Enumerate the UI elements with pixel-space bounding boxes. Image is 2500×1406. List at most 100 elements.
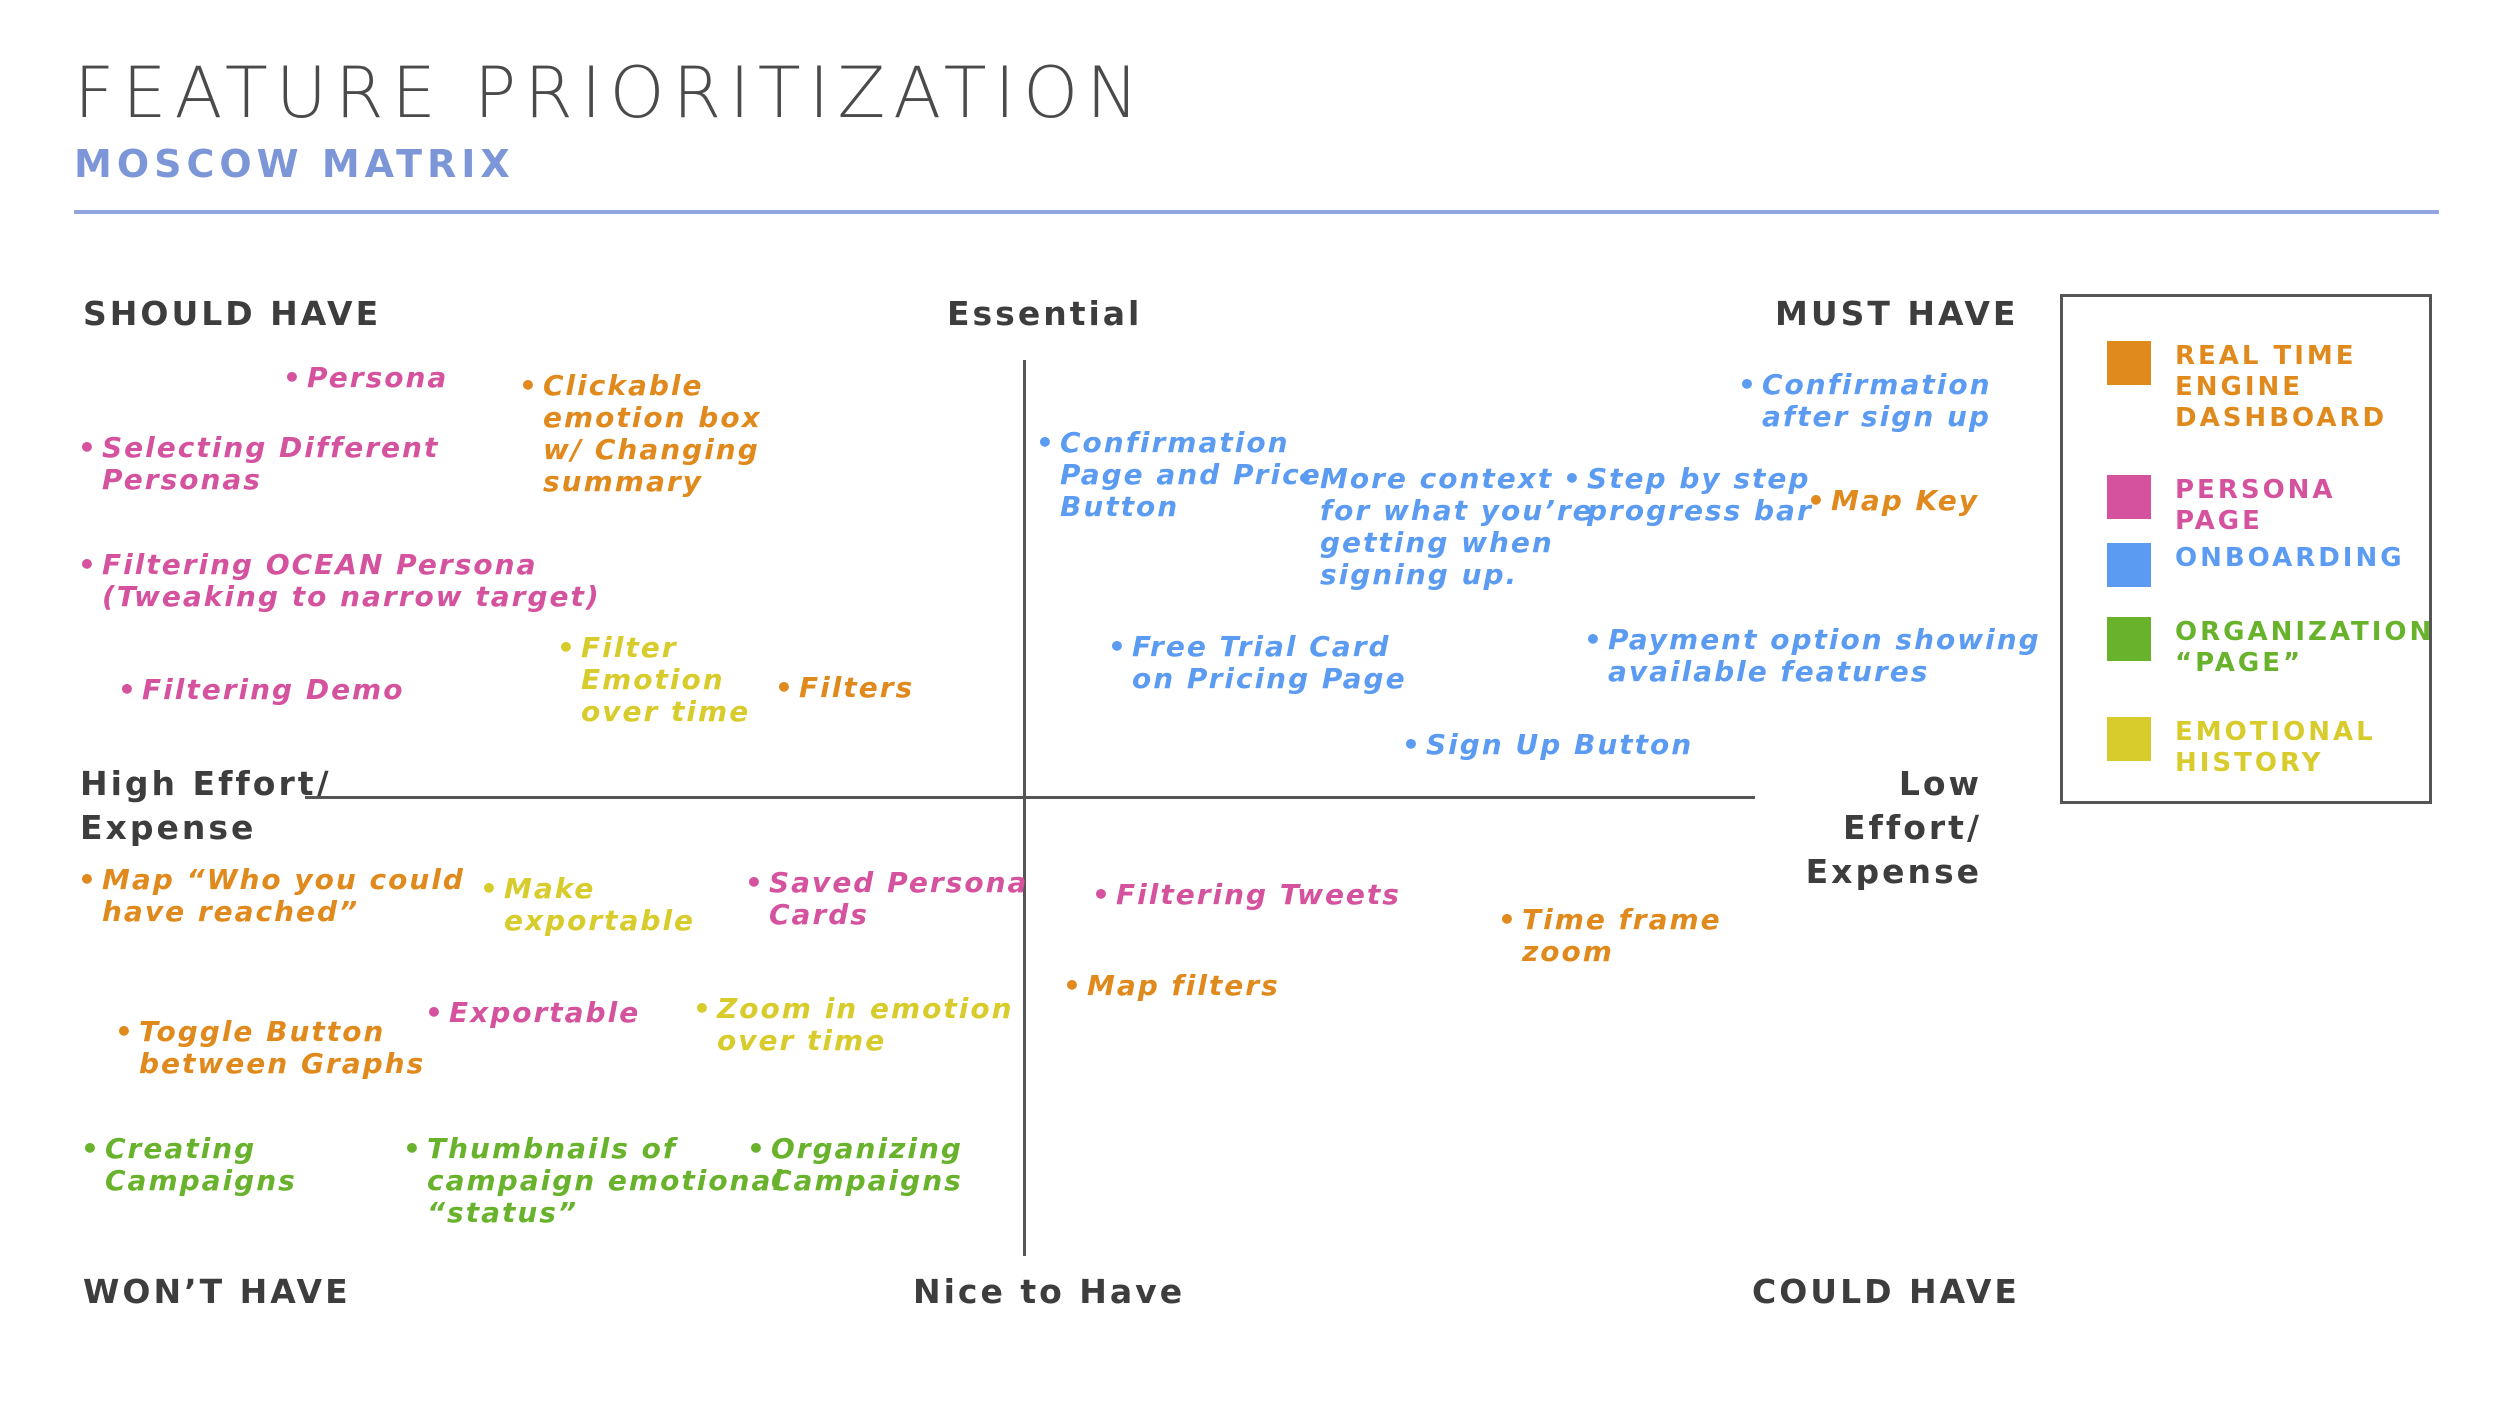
bullet-icon: • (1807, 484, 1827, 517)
feature-item-text: Persona (307, 361, 449, 394)
label-should-have: SHOULD HAVE (83, 294, 382, 333)
feature-item: • Persona (283, 362, 448, 394)
page-subtitle: MOSCOW MATRIX (74, 142, 515, 186)
bullet-icon: • (425, 996, 445, 1029)
feature-item: • Filtering Demo (118, 674, 404, 706)
label-could-have: COULD HAVE (1752, 1272, 2020, 1311)
bullet-icon: • (1092, 878, 1112, 911)
bullet-icon: • (557, 631, 577, 664)
legend-swatch (2107, 617, 2151, 661)
bullet-icon: • (693, 992, 713, 1025)
bullet-icon: • (1402, 728, 1422, 761)
feature-item-text: Make exportable (504, 872, 696, 937)
feature-item: • Step by step progress bar (1563, 463, 1813, 527)
legend-swatch (2107, 717, 2151, 761)
legend-label: ONBOARDING (2175, 543, 2405, 573)
label-high-effort: High Effort/ Expense (80, 764, 332, 847)
bullet-icon: • (78, 548, 98, 581)
feature-item-text: Organizing Campaigns (771, 1132, 963, 1197)
feature-item-text: Exportable (449, 996, 641, 1029)
feature-item: • Saved Persona Cards (745, 867, 1028, 931)
label-essential: Essential (947, 294, 1143, 333)
bullet-icon: • (1738, 368, 1758, 401)
bullet-icon: • (747, 1132, 767, 1165)
feature-item: • Filtering OCEAN Persona (Tweaking to na… (78, 549, 601, 613)
feature-item-text: Selecting Different Personas (102, 431, 440, 496)
feature-item: • Filtering Tweets (1092, 879, 1401, 911)
feature-item-text: Filter Emotion over time (581, 631, 751, 728)
feature-item-text: Zoom in emotion over time (717, 992, 1014, 1057)
bullet-icon: • (775, 671, 795, 704)
bullet-icon: • (1108, 630, 1128, 663)
legend-label: ORGANIZATION “PAGE” (2175, 617, 2435, 678)
bullet-icon: • (81, 1132, 101, 1165)
bullet-icon: • (403, 1132, 423, 1165)
feature-item: • Make exportable (480, 873, 695, 937)
feature-item-text: Map filters (1087, 969, 1280, 1002)
feature-item-text: Saved Persona Cards (769, 866, 1029, 931)
feature-item: • Thumbnails of campaign emotional “statu… (403, 1133, 784, 1229)
vertical-axis (1023, 360, 1026, 1256)
feature-item-text: Confirmation after sign up (1762, 368, 1992, 433)
legend-label: EMOTIONAL HISTORY (2175, 717, 2376, 778)
feature-item: • Filter Emotion over time (557, 632, 750, 728)
feature-item-text: Filtering Demo (142, 673, 405, 706)
horizontal-axis (305, 796, 1755, 799)
legend-label: PERSONA PAGE (2175, 475, 2336, 536)
label-wont-have: WON’T HAVE (83, 1272, 351, 1311)
bullet-icon: • (115, 1015, 135, 1048)
bullet-icon: • (1296, 462, 1316, 495)
bullet-icon: • (78, 863, 98, 896)
feature-item-text: Filtering Tweets (1116, 878, 1401, 911)
legend-swatch (2107, 341, 2151, 385)
bullet-icon: • (283, 361, 303, 394)
bullet-icon: • (78, 431, 98, 464)
feature-item-text: Payment option showing available feature… (1608, 623, 2041, 688)
feature-item: • Organizing Campaigns (747, 1133, 963, 1197)
feature-item: • More context for what you’re getting wh… (1296, 463, 1594, 591)
feature-item-text: Sign Up Button (1426, 728, 1694, 761)
page-title: FEATURE PRIORITIZATION (74, 52, 1147, 134)
feature-item: • Time frame zoom (1498, 904, 1722, 968)
bullet-icon: • (1036, 426, 1056, 459)
legend-swatch (2107, 543, 2151, 587)
feature-item-text: Time frame zoom (1522, 903, 1722, 968)
feature-item: • Exportable (425, 997, 640, 1029)
feature-item: • Map Key (1807, 485, 1979, 517)
feature-item-text: Confirmation Page and Price Button (1060, 426, 1322, 523)
bullet-icon: • (480, 872, 500, 905)
legend-swatch (2107, 475, 2151, 519)
feature-item-text: Map Key (1831, 484, 1979, 517)
feature-item-text: Free Trial Card on Pricing Page (1132, 630, 1407, 695)
feature-item: • Confirmation Page and Price Button (1036, 427, 1322, 523)
feature-item: • Map filters (1063, 970, 1280, 1002)
label-nice-to-have: Nice to Have (913, 1272, 1186, 1311)
feature-item: • Sign Up Button (1402, 729, 1693, 761)
label-must-have: MUST HAVE (1775, 294, 2019, 333)
label-low-effort: Low Effort/ Expense (1805, 764, 1982, 891)
feature-item-text: Map “Who you could have reached” (102, 863, 465, 928)
feature-item-text: Step by step progress bar (1587, 462, 1813, 527)
feature-item-text: More context for what you’re getting whe… (1320, 462, 1594, 591)
feature-item: • Creating Campaigns (81, 1133, 297, 1197)
feature-item-text: Filters (799, 671, 915, 704)
feature-item: • Map “Who you could have reached” (78, 864, 465, 928)
bullet-icon: • (118, 673, 138, 706)
feature-item: • Selecting Different Personas (78, 432, 439, 496)
feature-item: • Payment option showing available featur… (1584, 624, 2041, 688)
feature-item: • Free Trial Card on Pricing Page (1108, 631, 1407, 695)
feature-item: • Zoom in emotion over time (693, 993, 1014, 1057)
bullet-icon: • (1498, 903, 1518, 936)
feature-item: • Clickable emotion box w/ Changing summa… (519, 370, 762, 498)
bullet-icon: • (745, 866, 765, 899)
feature-item-text: Clickable emotion box w/ Changing summar… (543, 369, 762, 498)
feature-item-text: Filtering OCEAN Persona (Tweaking to nar… (102, 548, 601, 613)
legend: REAL TIME ENGINE DASHBOARD PERSONA PAGE … (2060, 294, 2432, 804)
feature-item: • Filters (775, 672, 914, 704)
title-divider (74, 210, 2439, 214)
bullet-icon: • (1584, 623, 1604, 656)
feature-item: • Toggle Button between Graphs (115, 1016, 425, 1080)
legend-label: REAL TIME ENGINE DASHBOARD (2175, 341, 2388, 433)
feature-item-text: Thumbnails of campaign emotional “status… (427, 1132, 784, 1229)
feature-item: • Confirmation after sign up (1738, 369, 1992, 433)
